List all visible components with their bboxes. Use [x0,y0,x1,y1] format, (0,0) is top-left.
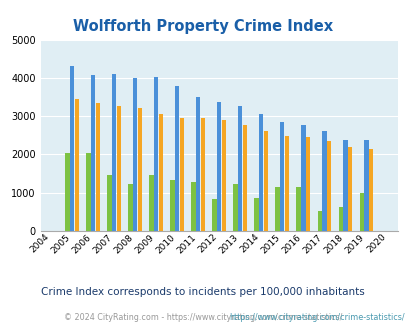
Bar [237,106,242,231]
Bar [326,141,330,231]
Bar [116,106,121,231]
Text: © 2024 CityRating.com - https://www.cityrating.com/crime-statistics/: © 2024 CityRating.com - https://www.city… [64,313,341,322]
Bar [170,180,174,231]
Bar [196,97,200,231]
Bar [75,99,79,231]
Bar [363,140,368,231]
Bar [321,131,326,231]
Bar [212,199,216,231]
Bar [317,212,321,231]
Bar [242,125,247,231]
Bar [191,182,195,231]
Bar [128,184,132,231]
Text: Crime Index corresponds to incidents per 100,000 inhabitants: Crime Index corresponds to incidents per… [41,287,364,297]
Bar [107,176,111,231]
Bar [70,66,74,231]
Bar [153,77,158,231]
Bar [258,114,263,231]
Bar [284,136,288,231]
Text: Wolfforth Property Crime Index: Wolfforth Property Crime Index [73,19,332,34]
Bar [86,152,90,231]
Bar [112,74,116,231]
Bar [65,152,70,231]
Bar [305,137,309,231]
Bar [263,131,267,231]
Bar [368,149,372,231]
Bar [338,207,342,231]
Bar [359,193,363,231]
Bar [347,147,351,231]
Bar [133,78,137,231]
Bar [342,140,347,231]
Bar [175,85,179,231]
Bar [200,118,205,231]
Bar [233,184,237,231]
Bar [296,186,300,231]
Bar [254,198,258,231]
Bar [217,102,221,231]
Bar [221,120,226,231]
Bar [301,125,305,231]
Bar [137,108,142,231]
Bar [149,175,153,231]
Bar [179,118,183,231]
Bar [158,114,163,231]
Bar [91,75,95,231]
Bar [275,187,279,231]
Bar [95,103,100,231]
Bar [279,122,284,231]
Text: https://www.cityrating.com/crime-statistics/: https://www.cityrating.com/crime-statist… [229,313,404,322]
